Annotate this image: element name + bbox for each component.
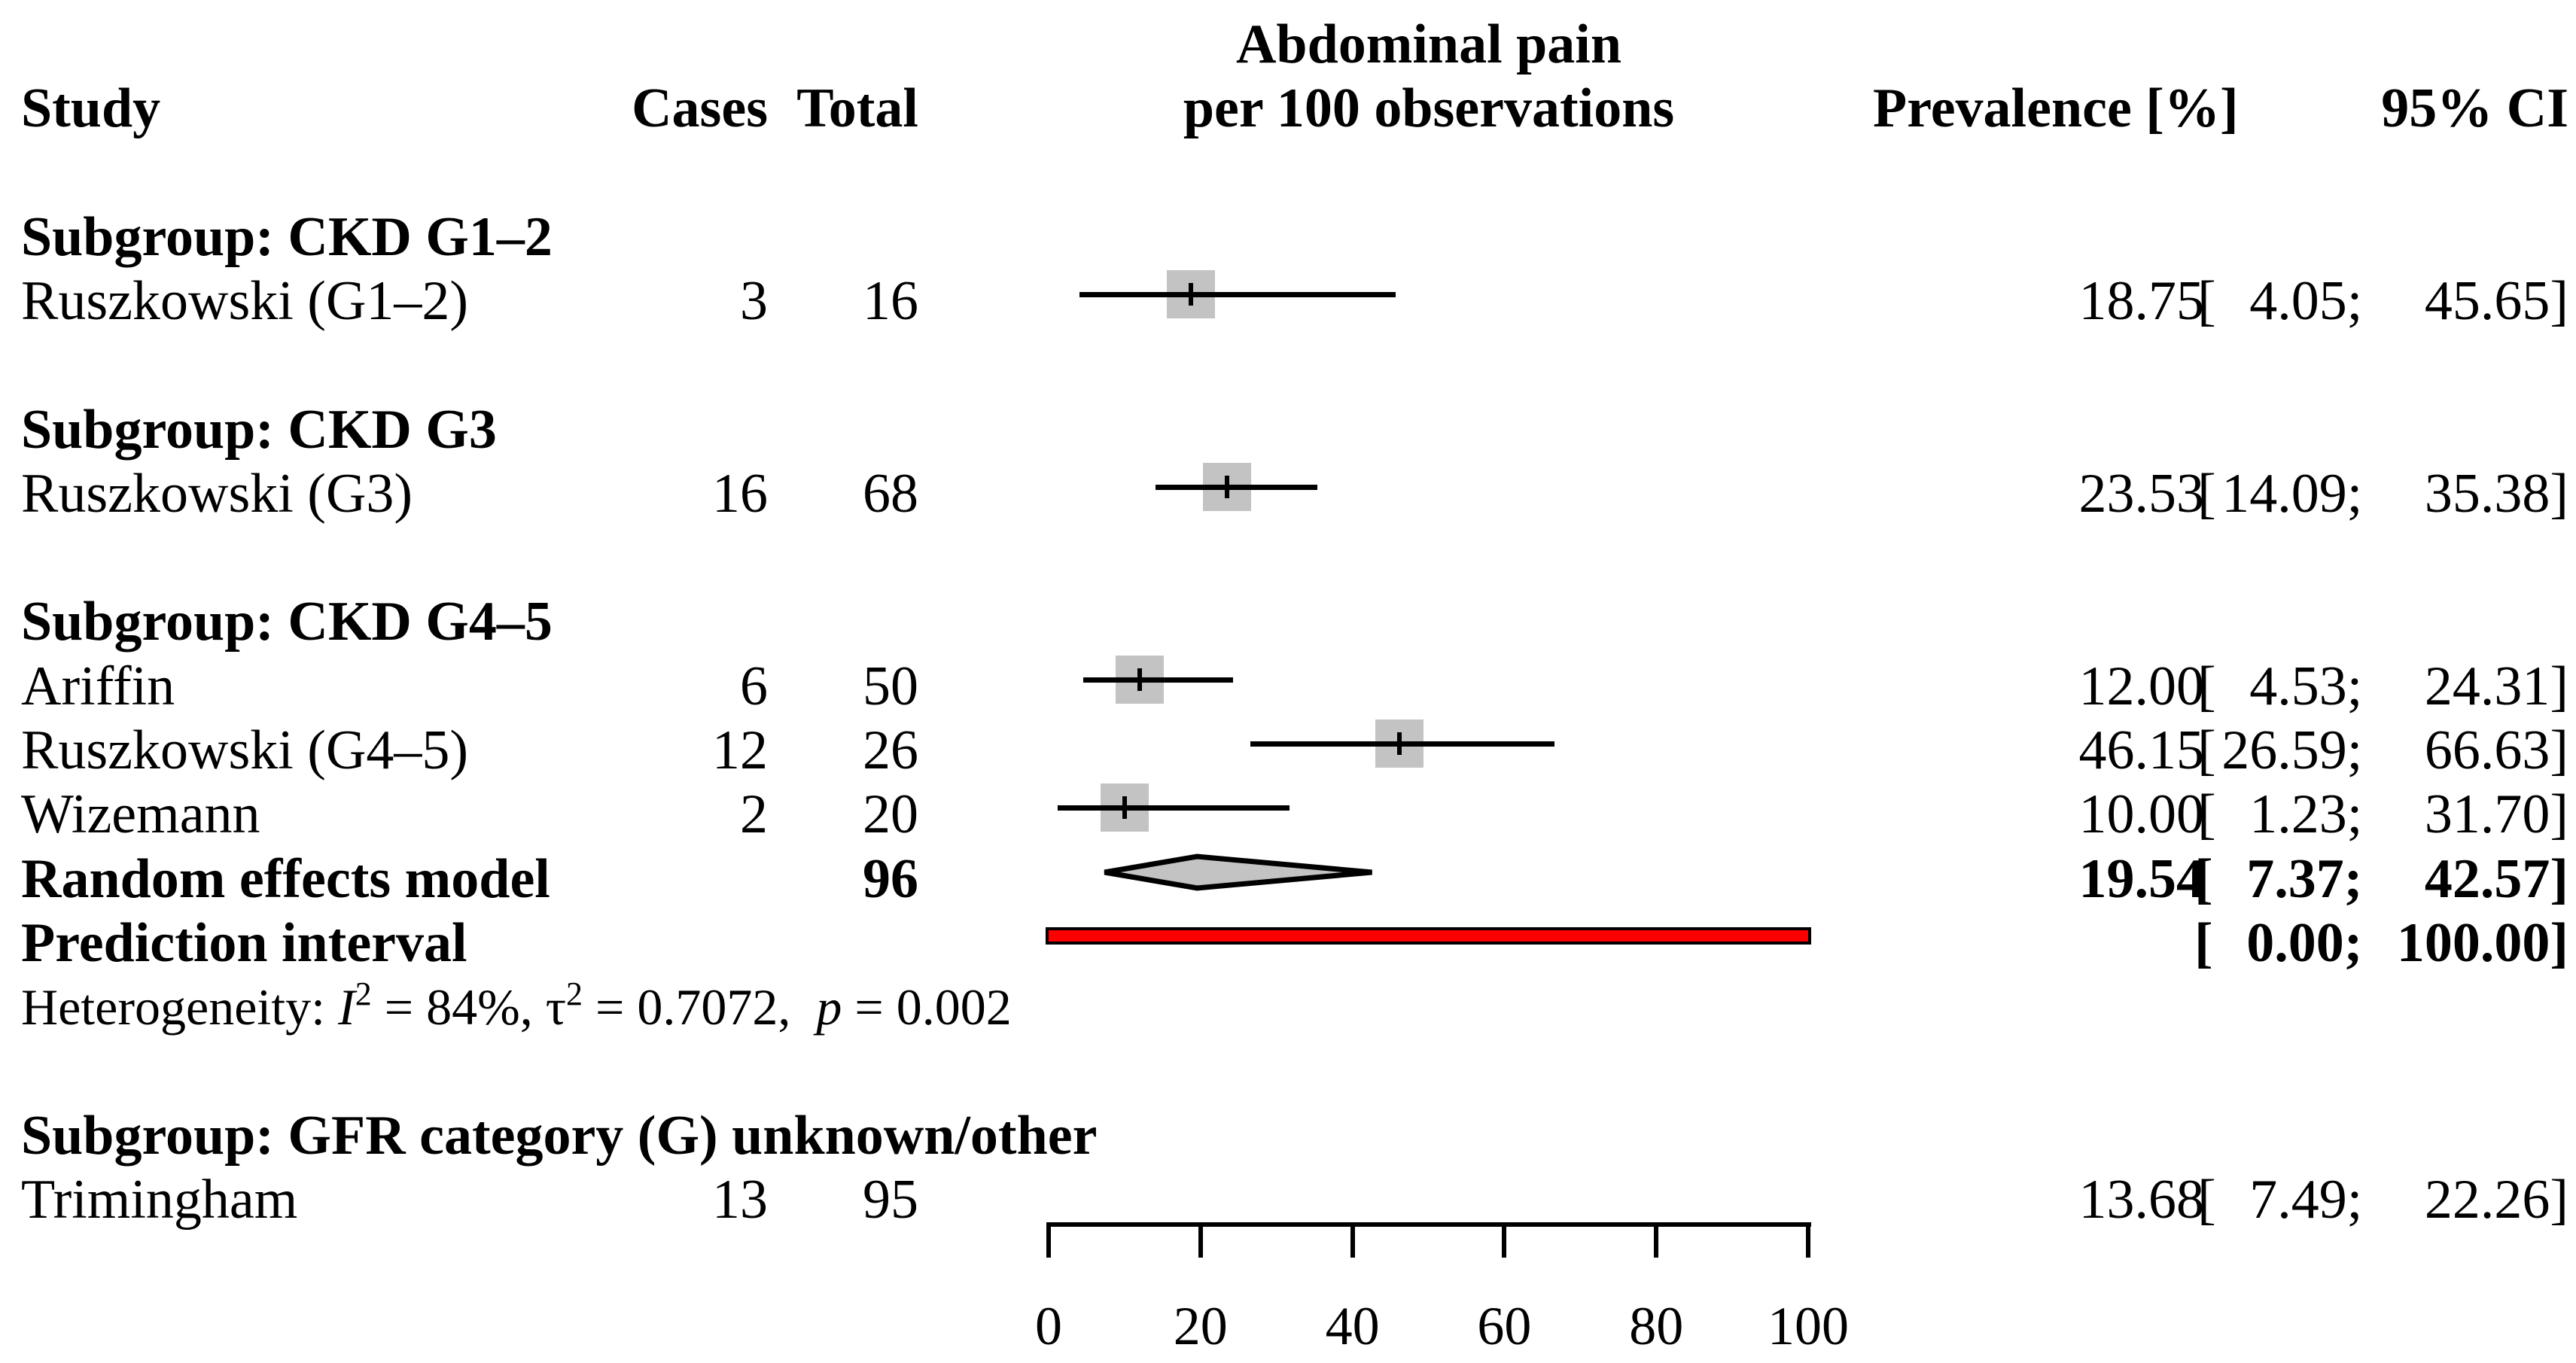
summary-prevalence-value: 19.54 [2078,848,2205,910]
x-axis-tick [1046,1225,1051,1258]
x-axis-tick [1806,1225,1810,1258]
x-axis-tick-label: 100 [1768,1296,1849,1356]
cases-value: 2 [740,783,768,845]
study-name: Ariffin [21,656,175,717]
study-name: Ruszkowski (G4–5) [21,720,469,781]
column-header-total: Total [796,78,918,139]
point-estimate-tick [1122,796,1127,819]
heterogeneity-stats: Heterogeneity: I2 = 84%, τ2 = 0.7072, p … [21,975,1012,1036]
prevalence-value: 13.68 [2078,1169,2205,1231]
prevalence-value: 23.53 [2078,463,2205,525]
point-estimate-tick [1137,668,1143,691]
prediction-ci-value: [0.00; 100.00] [2194,912,2568,974]
point-estimate-tick [1189,283,1194,306]
cases-value: 13 [712,1169,768,1231]
ci-value: [7.49; 22.26] [2197,1169,2568,1231]
study-name: Trimingham [21,1169,298,1231]
point-estimate-tick [1225,476,1230,498]
x-axis-tick-label: 60 [1477,1296,1532,1356]
plot-title-line2: per 100 observations [1183,78,1675,139]
summary-ci-value: [7.37; 42.57] [2194,848,2568,910]
subgroup-header: Subgroup: CKD G3 [21,399,497,461]
cases-value: 3 [740,270,768,332]
x-axis-tick [1350,1225,1355,1258]
total-value: 50 [863,656,918,717]
ci-line [1058,805,1290,811]
prediction-interval-bar [1046,927,1811,945]
prediction-row-label: Prediction interval [21,912,467,974]
x-axis-tick [1198,1225,1203,1258]
summary-total-value: 96 [863,848,918,910]
total-value: 95 [863,1169,918,1231]
plot-title-line1: Abdominal pain [1235,14,1622,75]
subgroup-header: Subgroup: CKD G1–2 [21,206,553,268]
study-name: Ruszkowski (G1–2) [21,270,469,332]
x-axis-line [1046,1222,1811,1227]
ci-value: [4.53; 24.31] [2197,656,2568,717]
point-estimate-tick [1396,732,1402,755]
prevalence-value: 18.75 [2078,270,2205,332]
x-axis-tick [1654,1225,1659,1258]
prevalence-value: 46.15 [2078,720,2205,781]
ci-line [1079,291,1396,297]
column-header-cases: Cases [632,78,768,139]
ci-value: [14.09; 35.38] [2197,463,2568,525]
summary-row-label: Random effects model [21,848,550,910]
study-name: Ruszkowski (G3) [21,463,413,525]
prevalence-value: 10.00 [2078,783,2205,845]
study-name: Wizemann [21,783,260,845]
x-axis-tick-label: 0 [1035,1296,1062,1356]
x-axis-tick [1502,1225,1507,1258]
total-value: 20 [863,783,918,845]
total-value: 26 [863,720,918,781]
ci-line [1156,484,1317,490]
column-header-ci: 95% CI [2381,78,2568,139]
subgroup-header: Subgroup: GFR category (G) unknown/other [21,1105,1098,1167]
total-value: 16 [863,270,918,332]
x-axis-tick-label: 40 [1325,1296,1380,1356]
ci-line [1082,677,1234,683]
ci-value: [1.23; 31.70] [2197,783,2568,845]
column-header-study: Study [21,78,161,139]
subgroup-header: Subgroup: CKD G4–5 [21,591,553,653]
cases-value: 6 [740,656,768,717]
x-axis-tick-label: 20 [1173,1296,1228,1356]
ci-value: [4.05; 45.65] [2197,270,2568,332]
ci-value: [26.59; 66.63] [2197,720,2568,781]
cases-value: 12 [712,720,768,781]
ci-line [1250,741,1555,747]
cases-value: 16 [712,463,768,525]
total-value: 68 [863,463,918,525]
x-axis-tick-label: 80 [1629,1296,1684,1356]
prevalence-value: 12.00 [2078,656,2205,717]
